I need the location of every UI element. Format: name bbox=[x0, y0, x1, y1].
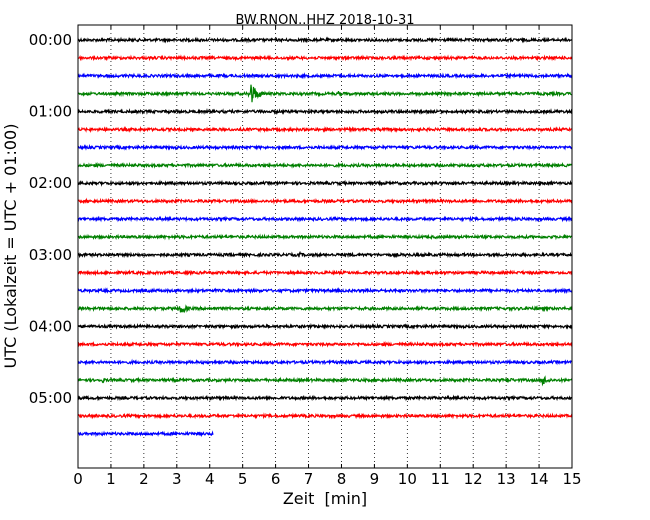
y-tick-label: 03:00 bbox=[29, 246, 72, 264]
plot-frame bbox=[77, 24, 573, 469]
x-tick-label: 11 bbox=[431, 470, 450, 488]
trace-0445 bbox=[77, 375, 573, 387]
trace-0330 bbox=[77, 286, 573, 295]
y-tick-label: 01:00 bbox=[29, 103, 72, 121]
trace-0400 bbox=[77, 322, 573, 330]
x-axis-label: Zeit [min] bbox=[283, 489, 367, 508]
y-axis-ticks: 00:00 01:00 02:00 03:00 04:00 05:00 bbox=[29, 31, 572, 407]
x-tick-label: 6 bbox=[271, 470, 281, 488]
trace-0245 bbox=[77, 233, 573, 241]
trace-lines bbox=[77, 36, 573, 438]
y-tick-label: 04:00 bbox=[29, 317, 72, 335]
trace-0015 bbox=[77, 54, 573, 62]
trace-0215 bbox=[77, 197, 573, 205]
x-tick-label: 15 bbox=[562, 470, 581, 488]
trace-0100 bbox=[77, 108, 573, 116]
trace-0430 bbox=[77, 358, 573, 366]
trace-0145 bbox=[77, 161, 573, 169]
x-tick-label: 9 bbox=[370, 470, 380, 488]
trace-0045 bbox=[77, 84, 573, 103]
x-tick-label: 10 bbox=[398, 470, 417, 488]
trace-0200 bbox=[77, 179, 573, 187]
x-tick-label: 2 bbox=[139, 470, 149, 488]
trace-0230 bbox=[77, 215, 573, 223]
chart-title: BW.RNON..HHZ 2018-10-31 bbox=[235, 13, 414, 28]
x-tick-label: 7 bbox=[304, 470, 314, 488]
x-tick-label: 12 bbox=[464, 470, 483, 488]
trace-0300 bbox=[77, 250, 573, 259]
x-tick-label: 13 bbox=[497, 470, 516, 488]
y-tick-label: 02:00 bbox=[29, 174, 72, 192]
trace-0315 bbox=[77, 269, 573, 277]
y-tick-label: 00:00 bbox=[29, 31, 72, 49]
trace-0030 bbox=[77, 72, 573, 80]
grid-lines bbox=[110, 25, 540, 468]
y-axis-label: UTC (Lokalzeit = UTC + 01:00) bbox=[1, 124, 20, 369]
trace-0345 bbox=[78, 304, 573, 314]
trace-0115 bbox=[77, 125, 573, 134]
trace-0130 bbox=[77, 143, 573, 151]
trace-0000 bbox=[77, 36, 573, 44]
y-tick-label: 05:00 bbox=[29, 389, 72, 407]
x-tick-label: 4 bbox=[205, 470, 215, 488]
trace-0500 bbox=[77, 394, 573, 402]
trace-0515 bbox=[77, 412, 573, 420]
trace-0415 bbox=[77, 340, 573, 348]
x-tick-label: 14 bbox=[530, 470, 549, 488]
x-tick-label: 8 bbox=[337, 470, 347, 488]
x-axis-ticks: 0 1 2 3 4 5 6 7 8 9 10 11 12 13 14 15 bbox=[73, 25, 582, 488]
x-tick-label: 3 bbox=[172, 470, 182, 488]
x-tick-label: 1 bbox=[106, 470, 116, 488]
trace-0530 bbox=[77, 430, 214, 438]
x-tick-label: 0 bbox=[73, 470, 83, 488]
x-tick-label: 5 bbox=[238, 470, 248, 488]
